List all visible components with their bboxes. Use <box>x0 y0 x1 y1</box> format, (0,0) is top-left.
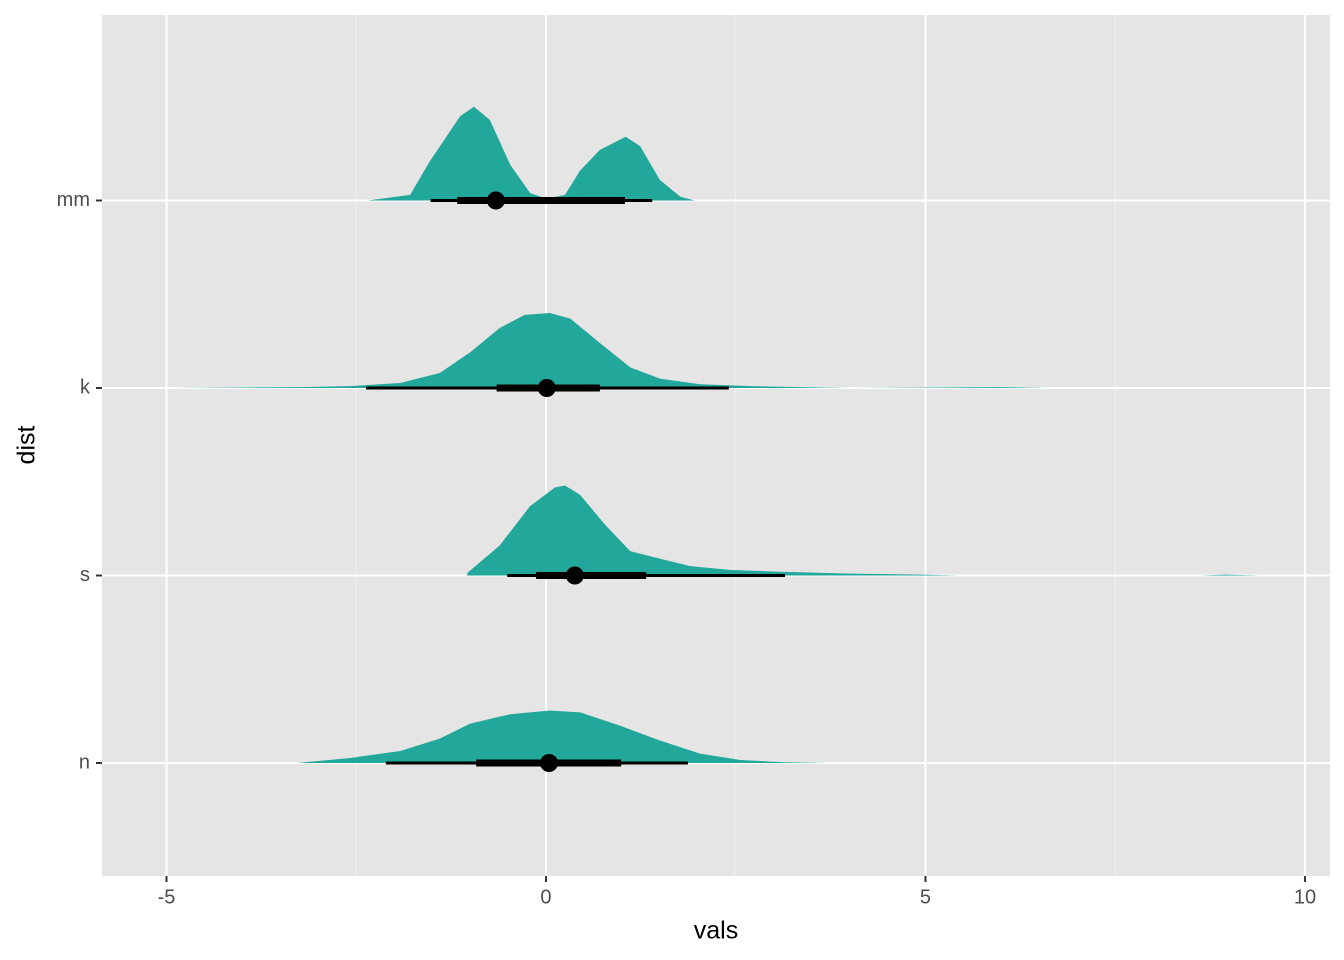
density-slab <box>297 710 830 763</box>
y-tick-label: n <box>79 751 90 773</box>
axes: -5 0 5 10 n s k mm <box>57 189 1316 909</box>
y-tick-label: k <box>80 376 91 398</box>
point-estimate <box>486 191 505 210</box>
y-tick-label: mm <box>57 189 90 211</box>
point-estimate <box>565 566 584 585</box>
y-axis-title: dist <box>13 425 41 464</box>
x-tick-label: -5 <box>158 886 176 908</box>
x-tick-label: 10 <box>1294 886 1316 908</box>
marks <box>170 106 1261 772</box>
y-tick-label: s <box>80 564 90 586</box>
density-slab <box>170 313 1050 388</box>
x-tick-label: 5 <box>920 886 931 908</box>
plot-panel <box>102 15 1330 876</box>
x-tick-label: 0 <box>540 886 551 908</box>
density-slab <box>367 106 695 201</box>
x-axis-title: vals <box>694 917 738 945</box>
point-estimate <box>540 754 559 772</box>
density-slab <box>467 485 1261 576</box>
point-estimate <box>537 379 556 397</box>
